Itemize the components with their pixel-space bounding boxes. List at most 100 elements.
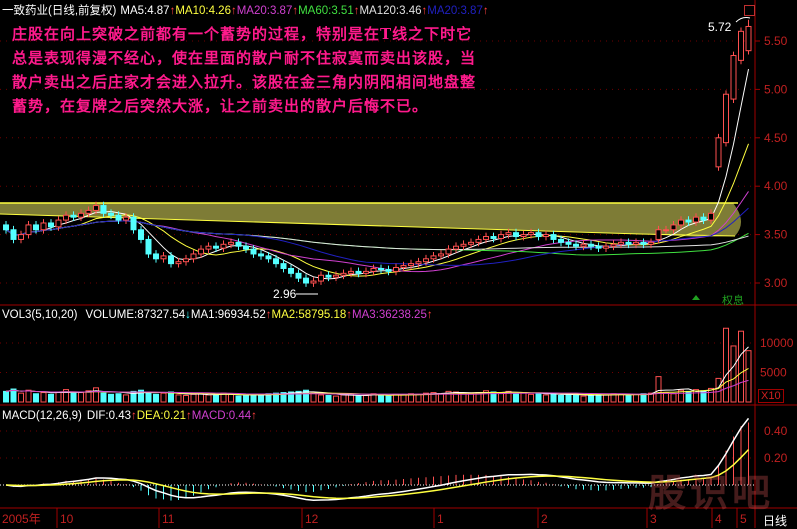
volume-ma2: MA2:58795.18 xyxy=(271,309,347,321)
candle-body xyxy=(235,241,242,247)
candle-body xyxy=(445,248,452,255)
candle-body xyxy=(603,245,609,249)
candle-body xyxy=(483,236,489,240)
candle-body xyxy=(310,280,317,284)
ex-rights-label[interactable]: 权息 xyxy=(722,295,744,307)
ma-legend-item: MA20:3.87 xyxy=(236,5,293,17)
up-arrow-icon: ↑ xyxy=(346,309,353,321)
volume-bar xyxy=(340,394,347,403)
ex-rights-marker-icon xyxy=(692,295,700,300)
candle-body xyxy=(48,222,54,228)
candle-body xyxy=(303,277,309,284)
volume-bar xyxy=(243,395,249,403)
volume-bar xyxy=(235,395,242,403)
candle-body xyxy=(205,245,212,250)
volume-bar xyxy=(543,394,549,403)
volume-bar xyxy=(138,389,144,403)
period-label[interactable]: 日线 xyxy=(763,514,788,528)
ma-legend-item: MA10:4.26 xyxy=(175,5,231,17)
candle-body xyxy=(280,263,287,269)
volume-bar xyxy=(93,387,99,403)
volume-bar xyxy=(730,345,737,403)
candle-body xyxy=(115,214,122,221)
price-ma-30-line xyxy=(5,207,749,266)
candle-body xyxy=(610,243,617,247)
volume-unit-label: X10 xyxy=(758,389,784,403)
volume-bar xyxy=(648,392,654,403)
candle-body xyxy=(370,267,377,272)
volume-bar xyxy=(325,395,332,403)
candle-body xyxy=(160,255,167,260)
volume-ma-20-line xyxy=(5,379,749,395)
volume-bar xyxy=(355,395,362,403)
up-arrow-icon: ↑ xyxy=(265,309,272,321)
ma-legend-item: MA5:4.87 xyxy=(120,5,170,17)
volume-bar xyxy=(288,391,294,403)
candle-body xyxy=(123,216,129,221)
volume-bar xyxy=(153,393,159,403)
candle-body xyxy=(558,238,564,243)
candle-body xyxy=(700,216,707,221)
candle-body xyxy=(108,212,114,216)
macd-tick-label: 0.20 xyxy=(764,451,788,465)
volume-bar xyxy=(663,392,669,403)
volume-bar xyxy=(175,394,182,403)
candle-body xyxy=(438,253,444,257)
candle-body xyxy=(625,241,632,245)
candle-body xyxy=(168,255,174,265)
month-label: 11 xyxy=(162,512,175,526)
up-arrow-icon: ↑ xyxy=(421,5,428,17)
macd-title: MACD(12,26,9) xyxy=(2,410,82,422)
up-arrow-icon: ↑ xyxy=(353,5,360,17)
candle-body xyxy=(415,261,422,265)
up-arrow-icon: ↑ xyxy=(292,5,299,17)
candle-body xyxy=(63,214,69,221)
month-label: 3 xyxy=(650,512,657,526)
volume-bar xyxy=(18,392,24,403)
triangle-bottom-line xyxy=(0,213,736,237)
volume-bar xyxy=(430,392,437,403)
macd-value: MACD:0.44 xyxy=(191,410,252,422)
volume-bar xyxy=(385,395,392,403)
volume-bar xyxy=(625,394,632,403)
volume-bar xyxy=(693,389,699,403)
window-toggle-icon[interactable] xyxy=(744,5,755,16)
candle-body xyxy=(580,243,587,247)
volume-bar xyxy=(3,390,9,403)
candle-body xyxy=(153,253,159,260)
high-price-label: 5.72 xyxy=(708,20,732,34)
volume-bar xyxy=(78,392,84,403)
candle-body xyxy=(423,258,429,263)
volume-legend: VOL3(5,10,20) VOLUME:87327.54↓MA1:96934.5… xyxy=(2,309,433,321)
volume-bar xyxy=(115,393,122,403)
candle-body xyxy=(723,93,729,144)
volume-bar xyxy=(573,394,579,403)
up-arrow-icon: ↑ xyxy=(169,5,176,17)
volume-bar xyxy=(85,390,92,403)
candle-body xyxy=(25,224,32,236)
volume-bar xyxy=(100,392,107,403)
volume-bar xyxy=(498,392,504,403)
volume-bar xyxy=(723,327,729,403)
volume-bar xyxy=(655,376,662,403)
up-arrow-icon: ↑ xyxy=(426,309,433,321)
volume-bar xyxy=(273,392,279,403)
candle-body xyxy=(40,222,47,231)
candle-body xyxy=(588,243,594,247)
candle-body xyxy=(258,253,264,257)
volume-bar xyxy=(123,394,129,403)
volume-bar xyxy=(528,393,534,403)
candle-body xyxy=(243,245,249,250)
candle-body xyxy=(318,274,324,282)
candle-body xyxy=(3,224,9,231)
macd-dea: DEA:0.21 xyxy=(136,410,186,422)
volume-bar xyxy=(10,388,17,403)
volume-bar xyxy=(715,377,722,403)
volume-bar xyxy=(183,395,189,403)
volume-bar xyxy=(55,391,62,403)
macd-legend: MACD(12,26,9) DIF:0.43↑DEA:0.21↑MACD:0.44… xyxy=(2,410,257,422)
consolidation-triangle xyxy=(0,203,742,237)
volume-bar xyxy=(520,392,527,403)
candle-body xyxy=(408,263,414,267)
